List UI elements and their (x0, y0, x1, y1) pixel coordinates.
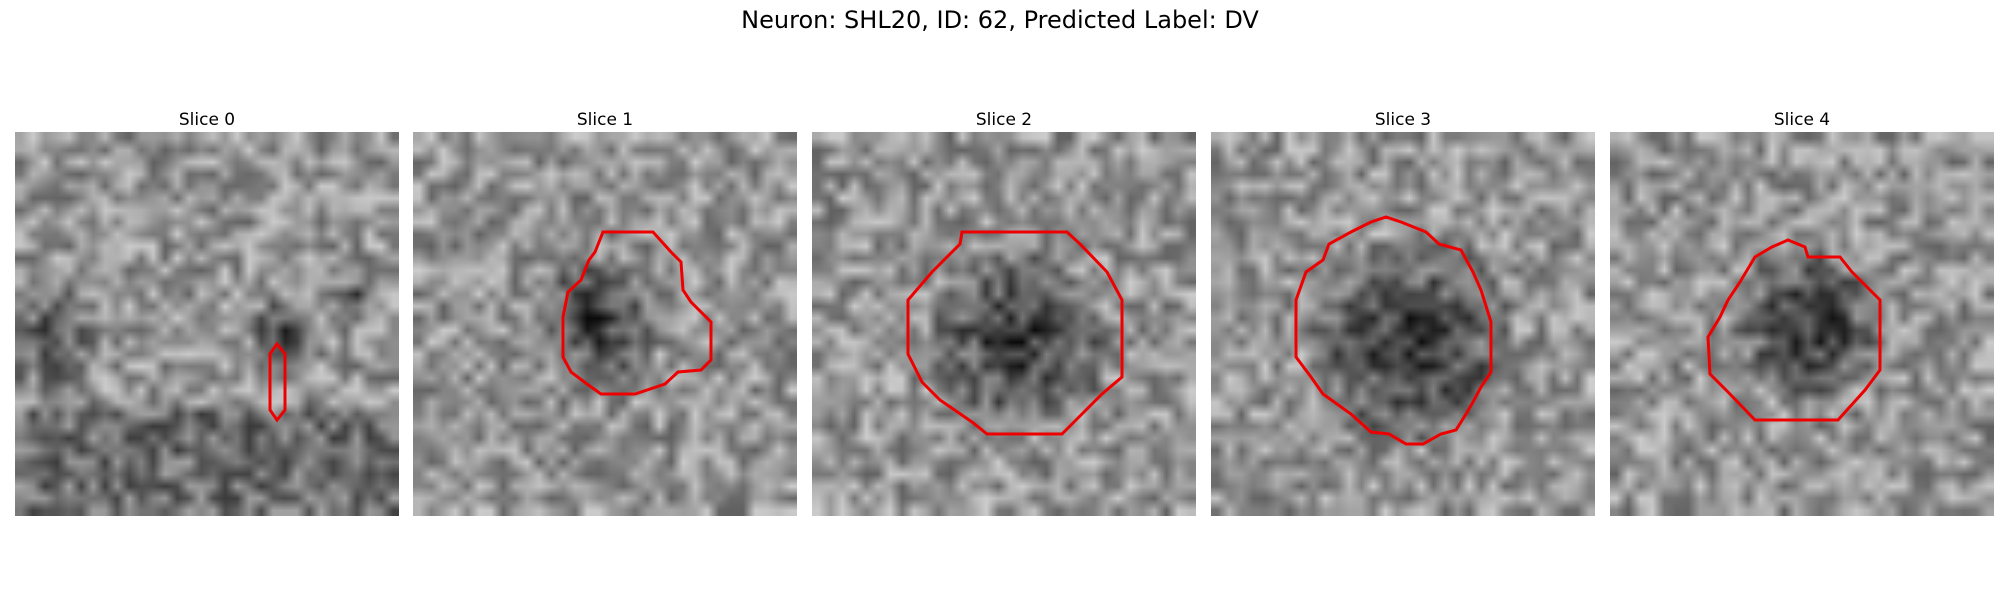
slice-image-4 (1610, 132, 1994, 516)
roi-contour (906, 230, 1124, 436)
roi-contour (268, 341, 287, 423)
grayscale-image (413, 132, 797, 516)
slice-image-2 (812, 132, 1196, 516)
slice-panel-1: Slice 1 (413, 108, 797, 516)
slice-panel-4: Slice 4 (1610, 108, 1994, 516)
slice-title: Slice 1 (576, 110, 634, 130)
slice-image-3 (1211, 132, 1595, 516)
figure-title: Neuron: SHL20, ID: 62, Predicted Label: … (741, 6, 1259, 34)
roi-contour (1706, 238, 1882, 422)
grayscale-image (1211, 132, 1595, 516)
slice-title: Slice 0 (178, 110, 236, 130)
slice-title: Slice 4 (1773, 110, 1831, 130)
slice-panel-3: Slice 3 (1211, 108, 1595, 516)
slice-panel-0: Slice 0 (15, 108, 399, 516)
slice-image-1 (413, 132, 797, 516)
roi-contour (561, 230, 713, 396)
grayscale-image (812, 132, 1196, 516)
roi-contour (1294, 215, 1493, 446)
slice-panel-2: Slice 2 (812, 108, 1196, 516)
slice-title: Slice 2 (975, 110, 1033, 130)
grayscale-image (1610, 132, 1994, 516)
slice-image-0 (15, 132, 399, 516)
grayscale-image (15, 132, 399, 516)
slice-title: Slice 3 (1374, 110, 1432, 130)
